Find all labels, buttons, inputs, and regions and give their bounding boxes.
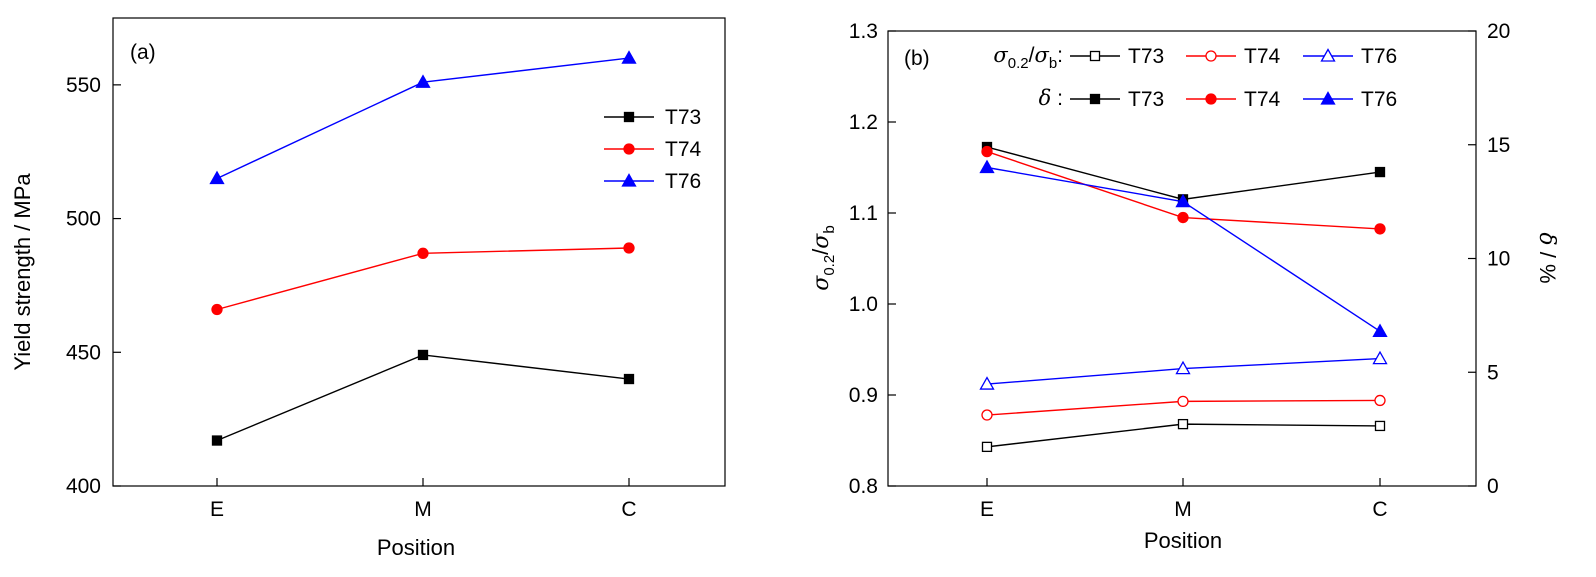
panel-a-x-tick-label: C — [621, 498, 636, 521]
panel-a-y-tick-label: 450 — [66, 341, 101, 364]
panel-a-legend-marker-T76 — [621, 173, 637, 187]
panel-b-legend-marker-right-T76 — [1320, 91, 1336, 105]
panel-a-legend-label-T74: T74 — [665, 138, 702, 161]
panel-a-x-tick-label: M — [414, 498, 432, 521]
panel-b-point-left-T74 — [1374, 394, 1386, 407]
slash: / — [1029, 44, 1035, 67]
sigma-symbol: σ — [809, 275, 834, 291]
sub-02: 0.2 — [1008, 55, 1029, 72]
panel-a-frame — [112, 17, 726, 487]
panel-a-point-T76 — [209, 170, 225, 185]
panel-b-point-left-T74 — [1177, 395, 1189, 408]
panel-a-x-tick-label: E — [210, 498, 224, 521]
panel-b-left-tick-label: 1.0 — [849, 293, 878, 316]
panel-b-left-tick-label: 1.1 — [849, 202, 878, 225]
panel-a-point-T74 — [211, 303, 223, 316]
panel-b-right-tick-label: 0 — [1487, 475, 1499, 498]
delta-symbol: δ — [1039, 86, 1052, 110]
sigma-symbol: σ — [1034, 43, 1049, 67]
panel-b-left-axis-label: σ0.2/σb — [808, 225, 838, 290]
panel-a-y-tick-label: 400 — [66, 475, 101, 498]
panel-a-legend-label-T73: T73 — [665, 106, 701, 129]
panel-a-point-T76 — [621, 50, 637, 64]
panel-b-x-tick-label: C — [1372, 498, 1387, 521]
panel-b-legend-label-left-T73: T73 — [1128, 45, 1164, 68]
panel-b-right-tick-label: 15 — [1487, 134, 1510, 157]
panel-b-point-left-T74 — [981, 409, 993, 421]
panel-b-legend-row1-label: σ0.2/σb: — [993, 43, 1063, 72]
colon: : — [1057, 44, 1063, 67]
panel-a-x-axis-label: Position — [377, 535, 455, 560]
panel-b-right-tick-label: 20 — [1487, 20, 1510, 43]
panel-b-point-right-T76 — [1372, 323, 1388, 337]
panel-a-point-T73 — [417, 349, 429, 361]
sub-b: b — [821, 225, 838, 233]
unit: / % — [1535, 246, 1560, 284]
panel-b-series-line-right-T73 — [986, 146, 1381, 201]
panel-a-point-T73 — [623, 373, 635, 385]
panel-a-legend-marker-T74 — [623, 143, 635, 155]
panel-b-point-right-T74 — [1177, 211, 1189, 224]
panel-a-point-T76 — [415, 74, 431, 88]
panel-b-point-left-T73 — [981, 441, 993, 453]
panel-b-point-left-T76 — [1175, 360, 1191, 375]
slash: / — [808, 248, 833, 255]
panel-b-point-right-T73 — [1374, 166, 1386, 178]
panel-a-y-tick-label: 550 — [66, 74, 101, 97]
panel-b-point-left-T76 — [1372, 350, 1388, 365]
sub-b: b — [1049, 55, 1057, 72]
panel-a-point-T73 — [211, 435, 223, 446]
panel-a-label: (a) — [130, 41, 156, 64]
panel-b-legend-label-right-T76: T76 — [1361, 88, 1397, 111]
panel-b-left-tick-label: 1.2 — [849, 111, 878, 134]
panel-b-point-right-T76 — [1175, 193, 1191, 208]
panel-b-legend-label-right-T74: T74 — [1244, 88, 1281, 111]
panel-b-label: (b) — [904, 47, 930, 70]
panel-b-legend-label-left-T76: T76 — [1361, 45, 1397, 68]
panel-b-left-tick-label: 0.8 — [849, 475, 878, 498]
panel-b-legend-label-right-T73: T73 — [1128, 88, 1164, 111]
panel-b-x-tick-label: E — [980, 498, 994, 521]
panel-b-point-right-T74 — [981, 145, 993, 158]
panel-b-x-tick-label: M — [1174, 498, 1192, 521]
panel-a-legend-label-T76: T76 — [665, 170, 701, 193]
panel-b-legend-label-left-T74: T74 — [1244, 45, 1281, 68]
sigma-symbol: σ — [993, 43, 1008, 67]
delta-symbol: δ — [1534, 232, 1559, 245]
panel-b-legend-marker-right-T73 — [1089, 93, 1101, 105]
sub-02: 0.2 — [821, 255, 838, 276]
panel-b-legend-marker-left-T73 — [1089, 50, 1101, 62]
panel-a-point-T74 — [623, 242, 635, 254]
panel-b-right-axis-label: δ / % — [1534, 232, 1560, 283]
panel-b-legend-marker-left-T74 — [1205, 50, 1217, 62]
panel-b-legend-marker-left-T76 — [1320, 48, 1336, 62]
panel-b-point-right-T76 — [979, 159, 995, 174]
sigma-symbol: σ — [809, 233, 834, 249]
panel-b-legend-marker-right-T74 — [1205, 93, 1217, 105]
panel-b-left-tick-label: 0.9 — [849, 384, 878, 407]
panel-b-series-line-right-T76 — [986, 166, 1381, 332]
panel-b-point-left-T73 — [1374, 420, 1386, 432]
panel-b-legend-row2-label: δ : — [1039, 86, 1063, 110]
colon: : — [1051, 87, 1063, 110]
panel-b-right-tick-label: 10 — [1487, 248, 1510, 271]
panel-b-right-tick-label: 5 — [1487, 361, 1499, 384]
panel-b-point-left-T73 — [1177, 418, 1189, 430]
panel-b-x-axis-label: Position — [1144, 528, 1222, 553]
panel-a-point-T74 — [417, 247, 429, 259]
panel-a-series-line-T73 — [216, 354, 630, 442]
panel-a-y-axis-label: Yield strength / MPa — [10, 173, 35, 371]
panel-a-legend-marker-T73 — [623, 111, 635, 123]
panel-b-left-tick-label: 1.3 — [849, 20, 878, 43]
panel-b-point-left-T76 — [979, 376, 995, 390]
panel-a-y-tick-label: 500 — [66, 208, 101, 231]
panel-b-point-right-T74 — [1374, 223, 1386, 235]
